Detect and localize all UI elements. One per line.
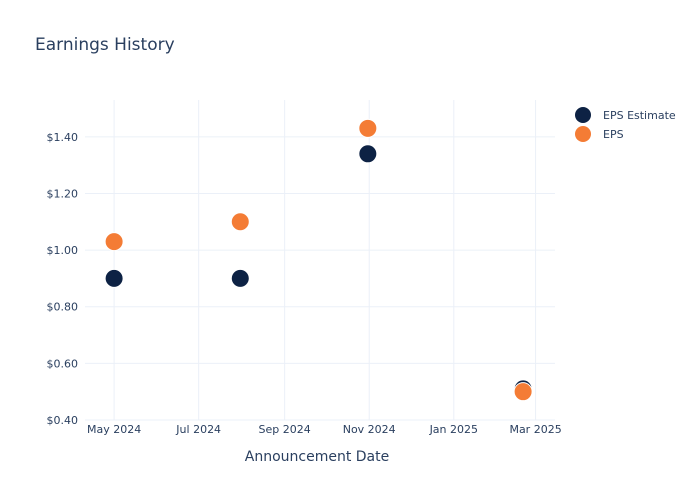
y-tick-label: $1.00 [47, 244, 79, 257]
eps-point[interactable] [358, 118, 378, 138]
x-tick-label: Jul 2024 [175, 423, 221, 436]
chart-title: Earnings History [35, 35, 175, 55]
y-tick-label: $0.60 [47, 357, 79, 370]
eps-estimate-point[interactable] [230, 268, 250, 288]
x-tick-label: May 2024 [87, 423, 141, 436]
x-tick-label: Mar 2025 [509, 423, 561, 436]
eps-estimate-point[interactable] [358, 144, 378, 164]
x-axis: May 2024 Jul 2024 Sep 2024 Nov 2024 Jan 2025… [87, 423, 562, 436]
grid-lines [85, 100, 555, 421]
eps-point[interactable] [104, 232, 124, 252]
y-tick-label: $0.40 [47, 414, 79, 427]
legend-label: EPS Estimate [603, 109, 676, 122]
eps-estimate-point[interactable] [104, 268, 124, 288]
y-axis: $0.40 $0.60 $0.80 $1.00 $1.20 $1.40 [47, 131, 79, 427]
legend[interactable]: EPS Estimate EPS [575, 107, 676, 142]
x-tick-label: Nov 2024 [343, 423, 396, 436]
eps-point[interactable] [230, 212, 250, 232]
x-tick-label: Jan 2025 [429, 423, 478, 436]
legend-item-eps-estimate[interactable]: EPS Estimate [575, 107, 676, 123]
legend-label: EPS [603, 128, 624, 141]
x-axis-title: Announcement Date [245, 449, 389, 465]
legend-marker [575, 126, 591, 142]
eps-point[interactable] [513, 382, 533, 402]
x-tick-label: Sep 2024 [259, 423, 311, 436]
y-tick-label: $1.20 [47, 187, 79, 200]
legend-item-eps[interactable]: EPS [575, 126, 624, 142]
y-tick-label: $0.80 [47, 301, 79, 314]
y-tick-label: $1.40 [47, 131, 79, 144]
data-points [104, 118, 533, 402]
legend-marker [575, 107, 591, 123]
